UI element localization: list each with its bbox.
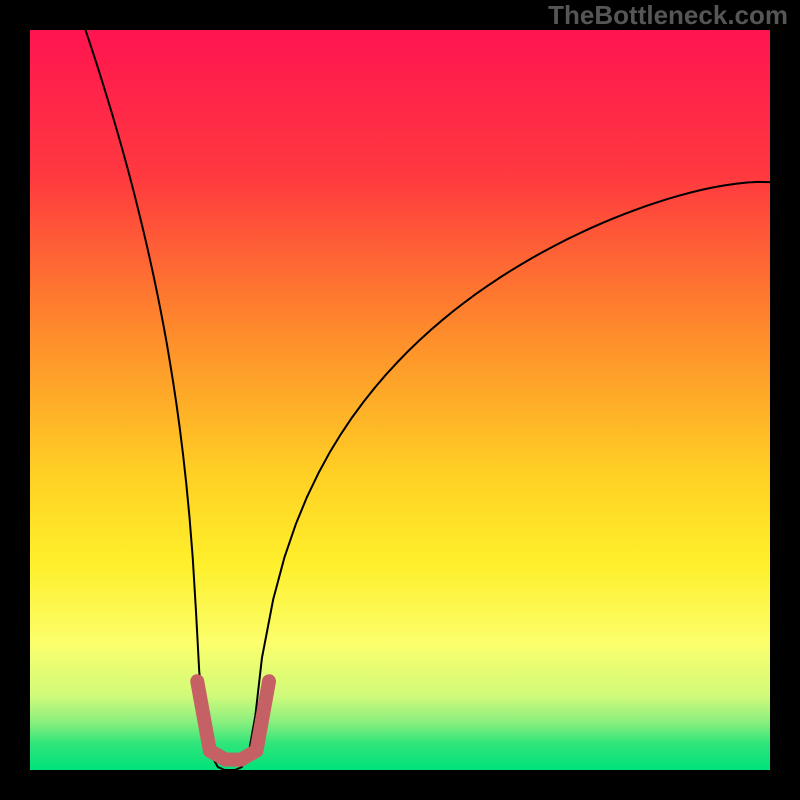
watermark-text: TheBottleneck.com (548, 0, 788, 31)
plot-area (30, 30, 770, 770)
chart-frame: TheBottleneck.com (0, 0, 800, 800)
chart-svg (30, 30, 770, 770)
gradient-background (30, 30, 770, 770)
